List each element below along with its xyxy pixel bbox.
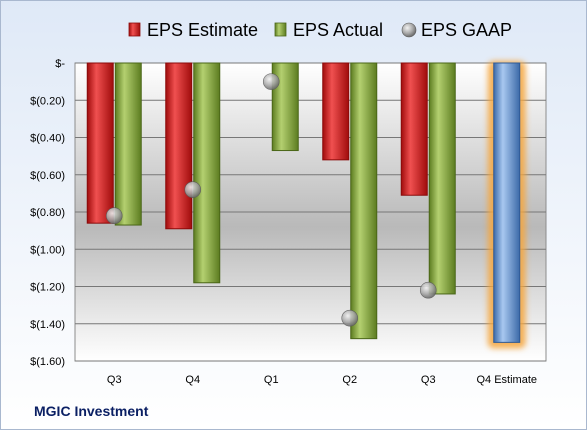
eps-gaap-marker xyxy=(262,73,280,90)
eps-gaap-marker xyxy=(419,281,437,299)
x-tick-label: Q3 xyxy=(107,374,122,386)
legend-swatch xyxy=(128,22,141,37)
y-tick-label: $(0.40) xyxy=(30,133,65,145)
eps-estimate-bar xyxy=(400,62,428,196)
legend-label: EPS Actual xyxy=(293,20,383,40)
eps-actual-bar xyxy=(350,62,378,340)
y-tick-label: $(0.60) xyxy=(30,170,65,182)
legend-label: EPS Estimate xyxy=(147,20,258,40)
eps-estimate-bar xyxy=(86,62,114,224)
x-tick-label: Q3 xyxy=(421,374,436,386)
eps-gaap-marker xyxy=(184,181,202,198)
x-tick-label: Q1 xyxy=(264,374,279,386)
eps-actual-bar xyxy=(428,62,456,295)
y-tick-label: $(1.60) xyxy=(30,356,65,368)
y-tick-label: $(0.80) xyxy=(30,207,65,219)
eps-estimate-bar xyxy=(165,62,193,230)
y-tick-label: $- xyxy=(55,58,65,70)
q4-estimate-bar xyxy=(493,62,521,343)
y-tick-label: $(1.40) xyxy=(30,319,65,331)
eps-gaap-marker xyxy=(105,207,123,225)
y-tick-label: $(1.20) xyxy=(30,282,65,294)
eps-estimate-bar xyxy=(322,62,350,161)
y-tick-label: $(1.00) xyxy=(30,244,65,256)
legend-label: EPS GAAP xyxy=(421,20,512,40)
eps-gaap-marker xyxy=(341,309,359,327)
company-name: MGIC Investment xyxy=(34,403,149,419)
eps-actual-bar xyxy=(114,62,142,226)
x-tick-label: Q4 Estimate xyxy=(476,374,537,386)
y-tick-label: $(0.20) xyxy=(30,95,65,107)
legend-swatch xyxy=(274,22,287,37)
eps-actual-bar xyxy=(193,62,221,284)
x-tick-label: Q2 xyxy=(342,374,357,386)
legend-swatch xyxy=(401,22,417,38)
x-tick-label: Q4 xyxy=(185,374,200,386)
